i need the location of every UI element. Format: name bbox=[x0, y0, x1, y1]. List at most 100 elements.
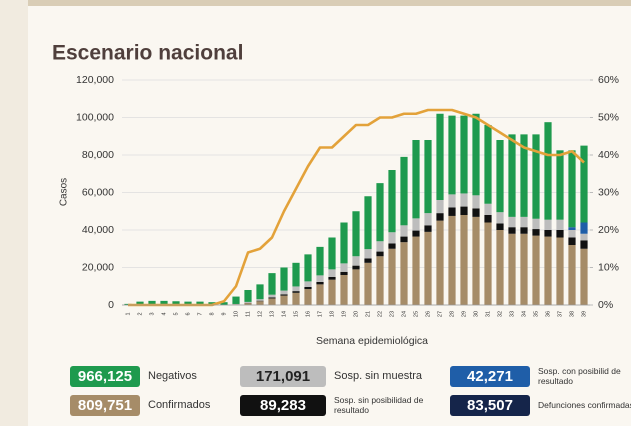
bar-segment bbox=[448, 115, 456, 195]
x-tick-label: 7 bbox=[197, 312, 203, 315]
bar-segment bbox=[508, 233, 516, 305]
bar-segment bbox=[448, 215, 456, 305]
bar-segment bbox=[208, 302, 216, 305]
bar-segment bbox=[304, 287, 312, 290]
bar-segment bbox=[472, 216, 480, 305]
bar-segment bbox=[304, 254, 312, 282]
bar-segment bbox=[436, 200, 444, 214]
bar-segment bbox=[376, 251, 384, 257]
bar-segment bbox=[244, 301, 252, 303]
bar-segment bbox=[400, 225, 408, 237]
legend-box: 89,283 bbox=[240, 395, 326, 416]
chart-title: Escenario nacional bbox=[52, 42, 243, 65]
bar-segment bbox=[544, 219, 552, 230]
bar-segment bbox=[292, 291, 300, 293]
bar-segment bbox=[544, 236, 552, 305]
bar-segment bbox=[352, 265, 360, 270]
bar-segment bbox=[580, 145, 588, 223]
bar-segment bbox=[496, 212, 504, 224]
bar-segment bbox=[484, 215, 492, 223]
x-tick-label: 19 bbox=[341, 311, 347, 317]
legend-label: Negativos bbox=[148, 370, 197, 382]
x-tick-label: 35 bbox=[533, 311, 539, 317]
legend-label: Sosp. sin posibilidad de resultado bbox=[334, 395, 424, 415]
bar-segment bbox=[532, 134, 540, 219]
bar-segment bbox=[340, 271, 348, 275]
bar-segment bbox=[136, 301, 144, 305]
x-tick-label: 25 bbox=[413, 311, 419, 317]
bar-segment bbox=[424, 225, 432, 232]
bar-segment bbox=[352, 269, 360, 305]
top-band bbox=[0, 0, 631, 6]
y2-tick-label: 30% bbox=[598, 186, 619, 198]
bar-segment bbox=[448, 207, 456, 216]
y-tick-label: 40,000 bbox=[82, 224, 114, 236]
bar-segment bbox=[196, 301, 204, 305]
bar-segment bbox=[316, 246, 324, 276]
y-tick-label: 80,000 bbox=[82, 149, 114, 161]
x-tick-label: 3 bbox=[149, 312, 155, 315]
side-band bbox=[0, 0, 28, 426]
bar-segment bbox=[508, 216, 516, 228]
x-tick-label: 24 bbox=[401, 311, 407, 317]
y2-tick-label: 40% bbox=[598, 149, 619, 161]
bar-segment bbox=[388, 170, 396, 233]
bar-segment bbox=[556, 150, 564, 220]
bar-segment bbox=[556, 219, 564, 230]
x-tick-label: 6 bbox=[185, 312, 191, 315]
bar-segment bbox=[244, 303, 252, 305]
bar-segment bbox=[472, 113, 480, 196]
bar-segment bbox=[580, 240, 588, 249]
x-tick-label: 27 bbox=[437, 311, 443, 317]
legend-box: 83,507 bbox=[450, 395, 530, 416]
x-tick-label: 16 bbox=[305, 311, 311, 317]
bar-segment bbox=[532, 229, 540, 236]
x-axis-title: Semana epidemiológica bbox=[316, 335, 428, 347]
bar-segment bbox=[460, 215, 468, 305]
bar-segment bbox=[340, 275, 348, 305]
bar-segment bbox=[532, 235, 540, 305]
x-tick-label: 22 bbox=[377, 311, 383, 317]
bar-segment bbox=[280, 267, 288, 291]
bar-segment bbox=[244, 290, 252, 302]
x-tick-label: 31 bbox=[485, 311, 491, 317]
bar-segment bbox=[340, 222, 348, 264]
bar-segment bbox=[520, 216, 528, 228]
x-tick-label: 12 bbox=[257, 311, 263, 317]
x-tick-label: 10 bbox=[233, 311, 239, 317]
bar-segment bbox=[328, 269, 336, 277]
legend-box: 809,751 bbox=[70, 395, 140, 416]
x-tick-label: 11 bbox=[245, 311, 251, 317]
bar-segment bbox=[292, 286, 300, 292]
x-tick-label: 36 bbox=[545, 311, 551, 317]
x-tick-label: 39 bbox=[581, 311, 587, 317]
bar-segment bbox=[160, 300, 168, 305]
x-tick-label: 9 bbox=[221, 312, 227, 315]
x-tick-label: 26 bbox=[425, 311, 431, 317]
x-tick-label: 32 bbox=[497, 311, 503, 317]
x-tick-label: 20 bbox=[353, 311, 359, 317]
bar-segment bbox=[148, 300, 156, 305]
bar-segment bbox=[496, 230, 504, 305]
bar-segment bbox=[412, 236, 420, 305]
bar-segment bbox=[520, 233, 528, 305]
x-tick-label: 14 bbox=[281, 311, 287, 317]
bar-segment bbox=[292, 292, 300, 305]
bar-segment bbox=[472, 208, 480, 217]
bar-segment bbox=[364, 249, 372, 259]
bar-segment bbox=[496, 223, 504, 230]
bar-segment bbox=[376, 256, 384, 305]
bar-segment bbox=[568, 245, 576, 305]
bar-segment bbox=[580, 248, 588, 305]
bar-segment bbox=[328, 279, 336, 305]
bar-segment bbox=[568, 230, 576, 238]
x-tick-label: 33 bbox=[509, 311, 515, 317]
bar-segment bbox=[400, 242, 408, 305]
bar-segment bbox=[460, 206, 468, 215]
bar-segment bbox=[304, 289, 312, 305]
bar-segment bbox=[388, 232, 396, 244]
y2-tick-label: 60% bbox=[598, 74, 619, 86]
bar-segment bbox=[268, 273, 276, 295]
x-tick-label: 30 bbox=[473, 311, 479, 317]
bar-segment bbox=[256, 301, 264, 305]
